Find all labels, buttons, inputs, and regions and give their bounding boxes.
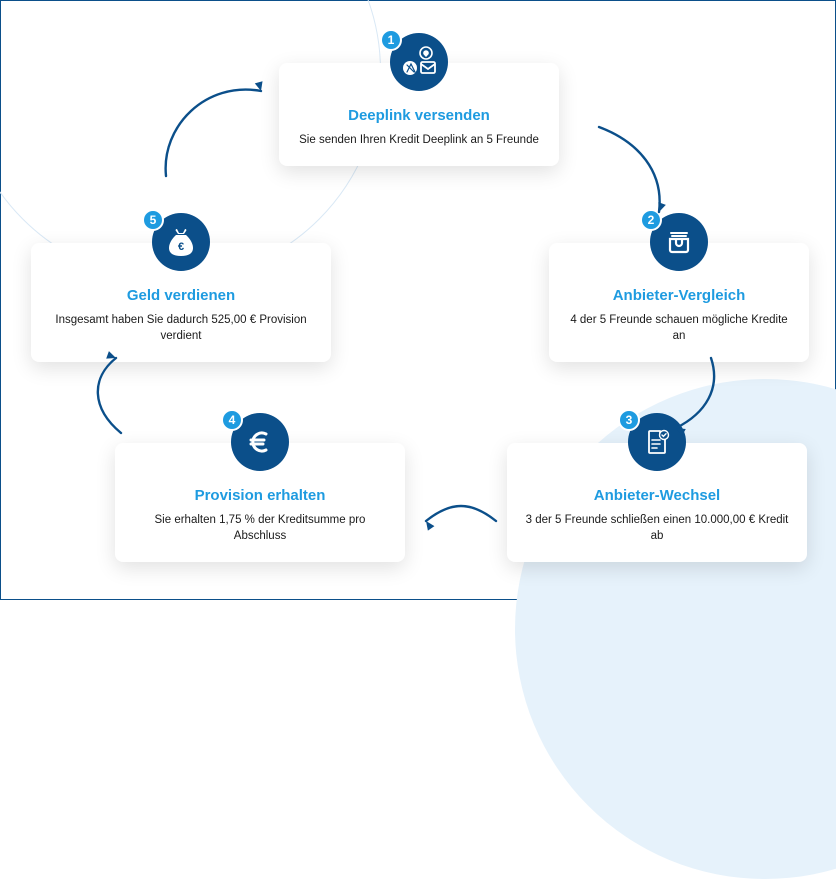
step-card-5: €5Geld verdienenInsgesamt haben Sie dadu… <box>31 243 331 362</box>
step-number-badge: 4 <box>221 409 243 431</box>
step-description: Sie erhalten 1,75 % der Kreditsumme pro … <box>133 512 387 544</box>
flow-arrow-4-to-5 <box>91 353 211 468</box>
money-bag-icon: €5 <box>152 213 210 271</box>
flow-arrow-5-to-1 <box>161 81 281 196</box>
step-number-badge: 3 <box>618 409 640 431</box>
share-icon: 1 <box>390 33 448 91</box>
flow-arrow-1-to-2 <box>589 117 709 232</box>
step-title: Geld verdienen <box>49 287 313 304</box>
step-number-badge: 5 <box>142 209 164 231</box>
step-title: Provision erhalten <box>133 487 387 504</box>
step-description: Sie senden Ihren Kredit Deeplink an 5 Fr… <box>297 132 541 148</box>
step-number-badge: 1 <box>380 29 402 51</box>
step-badge-1: 1 <box>390 33 448 91</box>
step-title: Anbieter-Vergleich <box>567 287 791 304</box>
step-badge-5: €5 <box>152 213 210 271</box>
step-description: 4 der 5 Freunde schauen mögliche Kredite… <box>567 312 791 344</box>
svg-text:€: € <box>178 241 184 253</box>
step-description: Insgesamt haben Sie dadurch 525,00 € Pro… <box>49 312 313 344</box>
flow-arrow-2-to-3 <box>661 353 781 468</box>
flow-arrow-3-to-4 <box>421 496 541 611</box>
step-badge-4: 4 <box>231 413 289 471</box>
euro-icon: 4 <box>231 413 289 471</box>
step-title: Anbieter-Wechsel <box>525 487 789 504</box>
step-description: 3 der 5 Freunde schließen einen 10.000,0… <box>525 512 789 544</box>
step-title: Deeplink versenden <box>297 107 541 124</box>
step-card-2: 2Anbieter-Vergleich4 der 5 Freunde schau… <box>549 243 809 362</box>
step-card-1: 1Deeplink versendenSie senden Ihren Kred… <box>279 63 559 166</box>
